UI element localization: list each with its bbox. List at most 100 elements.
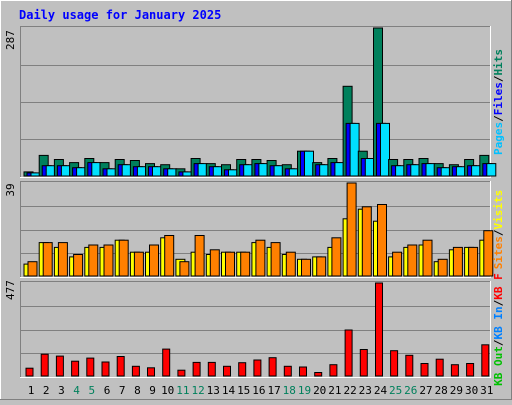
x-tick-day-2: 2 [43,384,50,397]
bar-sites-day-6 [103,244,114,277]
bar-kb-f-day-24 [375,282,383,377]
bar-kb-f-day-14 [223,365,231,377]
bar-kb-f-day-20 [314,372,323,377]
bar-kb-f-day-2 [40,353,49,377]
bar-kb-f-day-23 [359,349,368,377]
bar-sites-day-19 [301,258,311,277]
bar-kb-f-day-27 [420,363,429,377]
legend-hits: Pages/Files/Hits [492,49,505,155]
bar-sites-day-4 [73,254,84,277]
bar-kb-f-day-7 [116,356,125,377]
bar-sites-day-1 [27,261,38,277]
legend-item: KB Out [492,346,505,386]
bar-sites-day-27 [422,239,433,277]
bar-pages-day-26 [410,164,421,177]
x-tick-day-28: 28 [435,384,448,397]
bar-sites-day-25 [392,251,403,277]
bar-sites-day-3 [57,242,68,277]
legend-item: Pages [492,122,505,155]
bar-kb-f-day-10 [162,348,171,377]
x-tick-day-31: 31 [480,384,493,397]
x-tick-day-4: 4 [73,384,80,397]
bar-pages-day-30 [471,165,482,177]
bar-sites-day-20 [316,256,327,277]
bar-kb-f-day-16 [253,359,262,377]
bar-kb-f-day-17 [268,357,277,377]
bar-sites-day-23 [361,206,372,277]
x-tick-day-1: 1 [28,384,35,397]
bar-kb-f-day-6 [101,361,110,377]
bar-kb-f-day-26 [405,354,414,377]
bar-sites-day-16 [255,239,266,277]
x-tick-day-29: 29 [450,384,463,397]
bar-kb-f-day-31 [481,344,490,377]
bar-kb-f-day-30 [466,363,475,377]
x-tick-day-25: 25 [389,384,402,397]
bar-sites-day-17 [270,242,281,277]
bar-kb-f-day-21 [329,364,338,377]
bar-sites-day-18 [285,251,296,277]
bar-sites-day-14 [225,251,235,277]
bar-sites-day-5 [88,244,99,277]
bar-pages-day-15 [243,164,254,177]
bar-pages-day-5 [91,162,102,177]
bar-pages-day-1 [30,172,41,177]
x-tick-day-9: 9 [149,384,156,397]
bar-sites-day-30 [468,246,479,277]
bar-pages-day-20 [319,164,330,177]
bar-kb-f-day-8 [131,365,140,377]
x-tick-day-20: 20 [313,384,326,397]
bar-kb-f-day-13 [207,361,216,377]
bar-sites-day-2 [42,242,53,277]
bar-pages-day-6 [106,168,117,177]
x-tick-day-17: 17 [267,384,280,397]
bar-pages-day-27 [425,163,436,177]
legend-item: / [492,339,505,346]
bar-sites-day-22 [346,182,357,277]
legend-item: / [492,299,505,306]
legend-item: Hits [492,49,505,76]
x-tick-day-6: 6 [104,384,111,397]
x-tick-day-3: 3 [58,384,65,397]
x-tick-day-15: 15 [237,384,250,397]
bar-pages-day-4 [76,167,87,177]
bar-pages-day-13 [212,166,223,177]
x-tick-day-22: 22 [343,384,356,397]
legend-sites: Sites/Visits [492,190,505,270]
y-max-label: 287 [4,30,17,50]
bar-pages-day-25 [395,165,406,177]
bar-pages-day-29 [455,166,466,177]
bar-kb-f-day-9 [147,367,155,377]
bar-kb-f-day-25 [390,350,399,377]
bar-kb-f-day-18 [283,365,292,377]
bar-kb-f-day-3 [55,355,64,377]
bar-pages-day-31 [486,163,497,177]
x-tick-day-10: 10 [161,384,174,397]
x-tick-day-24: 24 [374,384,388,397]
bar-pages-day-28 [440,167,451,177]
bar-sites-day-11 [179,261,190,277]
x-tick-day-14: 14 [222,384,236,397]
legend-item: Visits [492,190,505,230]
bar-sites-day-26 [407,244,418,277]
bar-pages-day-12 [197,163,208,177]
panel-hits: 287 Pages/Files/Hits [4,26,505,178]
bar-sites-day-7 [118,239,129,277]
bar-pages-day-2 [45,165,56,177]
bar-pages-day-23 [364,158,375,177]
x-tick-day-13: 13 [207,384,220,397]
bar-kb-f-day-4 [71,360,80,377]
x-tick-day-7: 7 [119,384,126,397]
legend-item: Sites [492,236,505,269]
bar-sites-day-29 [452,246,463,277]
bar-kb-f-day-22 [344,329,353,377]
x-tick-day-16: 16 [252,384,265,397]
bar-sites-day-10 [164,235,175,277]
bar-pages-day-19 [304,150,314,177]
chart-title: Daily usage for January 2025 [19,8,221,22]
x-tick-day-12: 12 [191,384,204,397]
y-max-label: 477 [4,280,17,300]
bar-sites-day-21 [331,237,342,277]
